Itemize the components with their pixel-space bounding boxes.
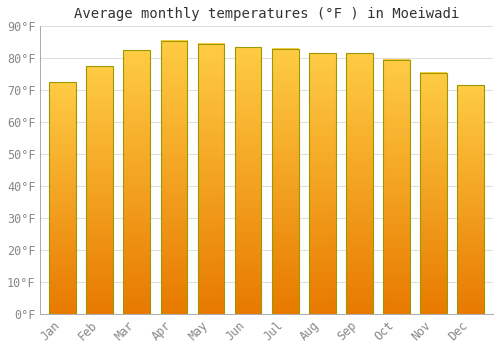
Bar (124, 50, 150, 314)
Bar (198, 44, 224, 314)
Bar (420, 72, 447, 314)
Bar (420, 72, 447, 314)
Bar (272, 49, 298, 314)
Bar (198, 44, 224, 314)
Bar (49, 82, 76, 314)
Bar (86, 66, 113, 314)
Bar (309, 54, 336, 314)
Bar (86, 66, 113, 314)
Bar (346, 54, 373, 314)
Title: Average monthly temperatures (°F ) in Moeiwadi: Average monthly temperatures (°F ) in Mo… (74, 7, 460, 21)
Bar (346, 54, 373, 314)
Bar (272, 49, 298, 314)
Bar (458, 85, 484, 314)
Bar (383, 60, 410, 314)
Bar (160, 41, 188, 314)
Bar (458, 85, 484, 314)
Bar (235, 47, 262, 314)
Bar (160, 41, 188, 314)
Bar (309, 54, 336, 314)
Bar (124, 50, 150, 314)
Bar (235, 47, 262, 314)
Bar (49, 82, 76, 314)
Bar (383, 60, 410, 314)
